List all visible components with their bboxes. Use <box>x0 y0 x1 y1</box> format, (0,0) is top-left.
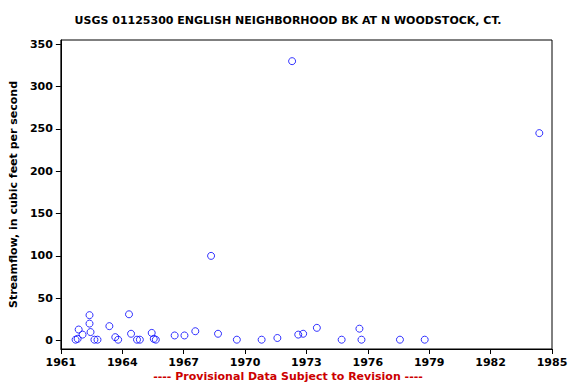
svg-text:1964: 1964 <box>107 356 138 369</box>
svg-text:1970: 1970 <box>230 356 261 369</box>
svg-text:1973: 1973 <box>291 356 322 369</box>
svg-text:100: 100 <box>30 249 53 262</box>
svg-text:1985: 1985 <box>537 356 568 369</box>
svg-text:200: 200 <box>30 165 53 178</box>
svg-text:250: 250 <box>30 122 53 135</box>
svg-text:300: 300 <box>30 80 53 93</box>
svg-text:1961: 1961 <box>46 356 77 369</box>
svg-text:---- Provisional Data Subject: ---- Provisional Data Subject to Revisio… <box>153 370 423 383</box>
svg-text:1967: 1967 <box>168 356 199 369</box>
svg-text:Streamflow, in cubic feet per: Streamflow, in cubic feet per second <box>7 81 20 308</box>
svg-text:0: 0 <box>45 334 53 347</box>
svg-text:1979: 1979 <box>414 356 445 369</box>
svg-text:USGS 01125300 ENGLISH NEIGHBOR: USGS 01125300 ENGLISH NEIGHBORHOOD BK AT… <box>75 14 502 27</box>
svg-text:150: 150 <box>30 207 53 220</box>
svg-text:50: 50 <box>38 292 54 305</box>
svg-text:350: 350 <box>30 38 53 51</box>
svg-text:1976: 1976 <box>353 356 384 369</box>
svg-text:1982: 1982 <box>475 356 506 369</box>
